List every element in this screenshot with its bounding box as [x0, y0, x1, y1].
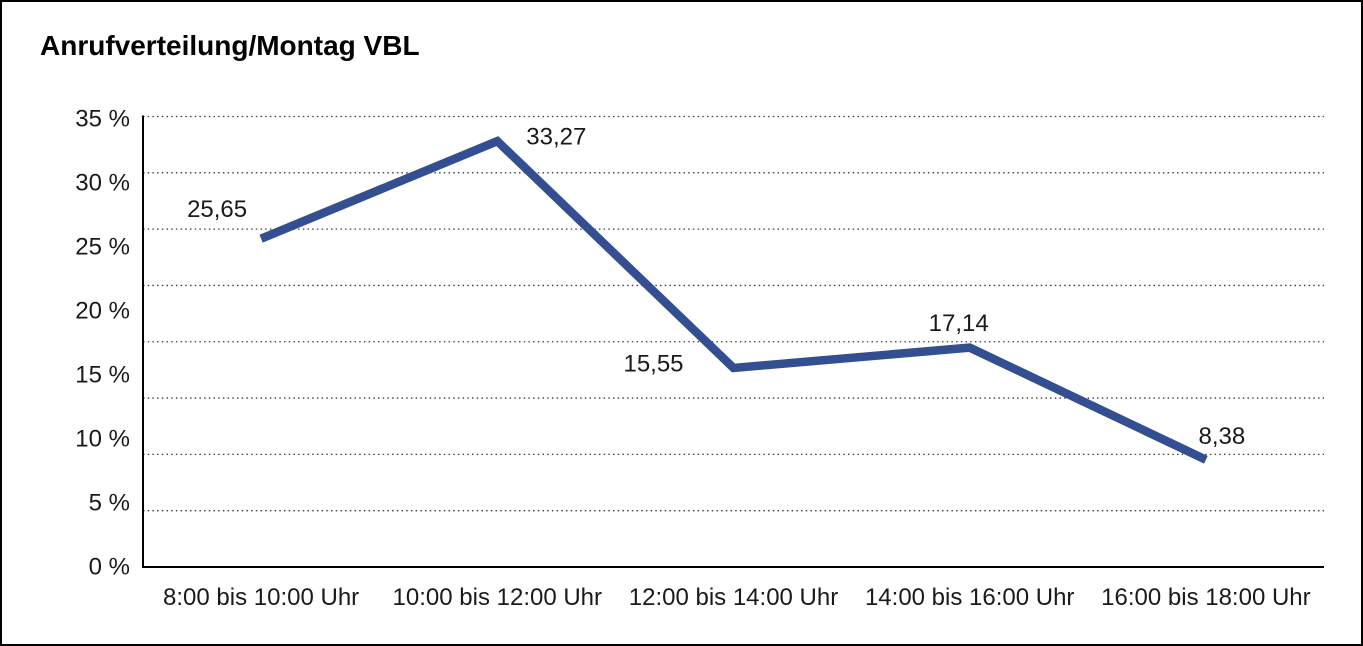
y-tick-label: 20 %: [75, 298, 130, 325]
data-point-label: 15,55: [623, 350, 683, 377]
y-tick-label: 10 %: [75, 426, 130, 453]
y-tick-label: 0 %: [89, 554, 130, 581]
y-tick-label: 30 %: [75, 170, 130, 197]
y-tick-label: 5 %: [89, 490, 130, 517]
y-tick-label: 35 %: [75, 106, 130, 133]
x-category-label: 12:00 bis 14:00 Uhr: [629, 584, 838, 611]
data-point-label: 8,38: [1199, 423, 1246, 450]
data-line: [259, 136, 1208, 464]
x-category-label: 16:00 bis 18:00 Uhr: [1101, 584, 1310, 611]
y-tick-label: 15 %: [75, 362, 130, 389]
x-category-label: 14:00 bis 16:00 Uhr: [865, 584, 1074, 611]
x-category-label: 10:00 bis 12:00 Uhr: [393, 584, 602, 611]
data-point-label: 17,14: [929, 310, 989, 337]
data-point-label: 25,65: [187, 196, 247, 223]
chart-title: Anrufverteilung/Montag VBL: [40, 30, 420, 61]
y-tick-label: 25 %: [75, 234, 130, 261]
x-category-label: 8:00 bis 10:00 Uhr: [163, 584, 359, 611]
data-point-label: 33,27: [526, 124, 586, 151]
